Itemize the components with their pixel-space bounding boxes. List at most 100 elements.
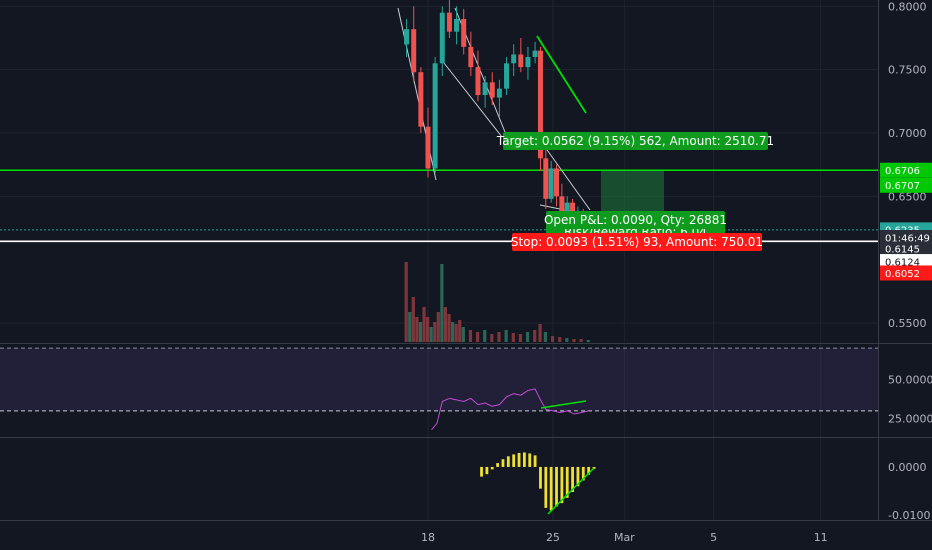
volume-bar bbox=[586, 340, 590, 342]
volume-bar bbox=[429, 327, 433, 342]
trend-line[interactable] bbox=[536, 35, 587, 114]
trend-line[interactable] bbox=[539, 139, 591, 211]
candle-body bbox=[564, 202, 570, 216]
macd-histogram bbox=[480, 452, 596, 511]
candle-body bbox=[511, 54, 517, 64]
volume-bars bbox=[404, 262, 590, 342]
price-tag: 0.6124 bbox=[885, 257, 920, 268]
volume-bar bbox=[447, 314, 451, 342]
macd-bar bbox=[581, 466, 585, 481]
target-label: Target: 0.0562 (9.15%) 562, Amount: 2510… bbox=[496, 134, 774, 148]
macd-bar bbox=[490, 466, 494, 470]
macd-bar bbox=[549, 466, 553, 511]
volume-bar bbox=[436, 312, 440, 342]
macd-axis-label: -0.0100 bbox=[888, 509, 930, 522]
macd-bar bbox=[496, 463, 500, 467]
volume-bar bbox=[572, 339, 576, 342]
price-tag-bg bbox=[880, 162, 932, 178]
candle-body bbox=[425, 126, 431, 169]
macd-bar bbox=[587, 466, 591, 475]
volume-bar bbox=[497, 332, 501, 342]
trend-line[interactable] bbox=[443, 62, 503, 138]
candle-body bbox=[548, 168, 554, 199]
stop-label: Stop: 0.0093 (1.51%) 93, Amount: 750.01 bbox=[511, 235, 763, 249]
macd-bar bbox=[565, 466, 569, 498]
volume-bar bbox=[533, 330, 537, 342]
macd-axis-label: 0.0000 bbox=[888, 461, 927, 474]
volume-bar bbox=[461, 327, 465, 342]
macd-bar bbox=[576, 466, 580, 487]
price-tag: 0.6052 bbox=[885, 269, 920, 280]
volume-bar bbox=[411, 297, 415, 342]
volume-bar bbox=[458, 320, 462, 342]
candle-body bbox=[461, 19, 467, 47]
grid bbox=[0, 0, 878, 520]
macd-bar bbox=[512, 454, 516, 467]
macd-bar bbox=[544, 466, 548, 508]
volume-bar bbox=[565, 338, 569, 342]
candle-body bbox=[411, 29, 417, 73]
macd-bar bbox=[571, 466, 574, 493]
macd-bar bbox=[480, 466, 483, 477]
price-axis-label: 0.7000 bbox=[888, 127, 927, 140]
rsi-divergence-line[interactable] bbox=[540, 400, 587, 409]
candle-body bbox=[496, 88, 502, 98]
price-axis-label: 0.8000 bbox=[888, 0, 927, 13]
volume-bar bbox=[550, 336, 555, 342]
candle-body bbox=[537, 50, 543, 159]
rsi-axis-label: 25.0000 bbox=[888, 413, 932, 426]
macd-bar bbox=[555, 466, 558, 507]
macd-bar bbox=[517, 452, 521, 467]
stop-label-bg[interactable] bbox=[512, 233, 762, 251]
volume-bar bbox=[415, 317, 419, 342]
price-tag: 01:46:49 bbox=[885, 233, 930, 244]
volume-bar bbox=[538, 324, 542, 342]
volume-bar bbox=[543, 332, 548, 342]
candle-body bbox=[475, 67, 481, 95]
drawings bbox=[397, 7, 591, 216]
macd-bar bbox=[528, 453, 532, 467]
volume-bar bbox=[433, 322, 437, 342]
rsi-axis-label: 50.0000 bbox=[888, 374, 932, 387]
volume-bar bbox=[490, 334, 494, 342]
candles bbox=[404, 0, 592, 245]
macd-bar bbox=[501, 459, 505, 467]
price-tag-bg bbox=[880, 230, 932, 245]
candle-body bbox=[418, 72, 424, 127]
time-axis-label: 11 bbox=[814, 531, 828, 544]
candle-body bbox=[525, 57, 531, 68]
candle-body bbox=[454, 19, 460, 32]
volume-bar bbox=[418, 322, 423, 342]
candle-body bbox=[489, 82, 495, 98]
volume-bar bbox=[504, 330, 508, 342]
volume-bar bbox=[408, 312, 412, 342]
volume-bar bbox=[450, 322, 455, 342]
target-label-bg[interactable] bbox=[503, 132, 768, 150]
volume-bar bbox=[443, 307, 448, 342]
price-axis-label: 0.7500 bbox=[888, 64, 927, 77]
time-axis-label: 5 bbox=[710, 531, 717, 544]
volume-bar bbox=[511, 333, 515, 342]
candle-body bbox=[468, 46, 474, 68]
rsi-band bbox=[0, 348, 878, 411]
candle-body bbox=[404, 29, 410, 45]
volume-bar bbox=[440, 264, 444, 342]
volume-bar bbox=[426, 317, 430, 342]
macd-bar bbox=[533, 455, 537, 467]
volume-bar bbox=[404, 262, 408, 342]
price-axis-label: 0.6500 bbox=[888, 190, 927, 203]
candle-body bbox=[504, 63, 510, 89]
open-pl-label-bg[interactable] bbox=[546, 211, 725, 229]
time-axis-label: Mar bbox=[614, 531, 635, 544]
macd-bar bbox=[522, 452, 526, 467]
volume-bar bbox=[483, 330, 487, 342]
time-axis-label: 25 bbox=[546, 531, 560, 544]
volume-bar bbox=[468, 330, 473, 342]
macd-divergence-line[interactable] bbox=[547, 467, 595, 515]
macd-bar bbox=[506, 456, 510, 467]
volume-bar bbox=[518, 334, 523, 342]
price-tag: 0.6707 bbox=[885, 181, 920, 192]
candle-body bbox=[532, 50, 538, 57]
